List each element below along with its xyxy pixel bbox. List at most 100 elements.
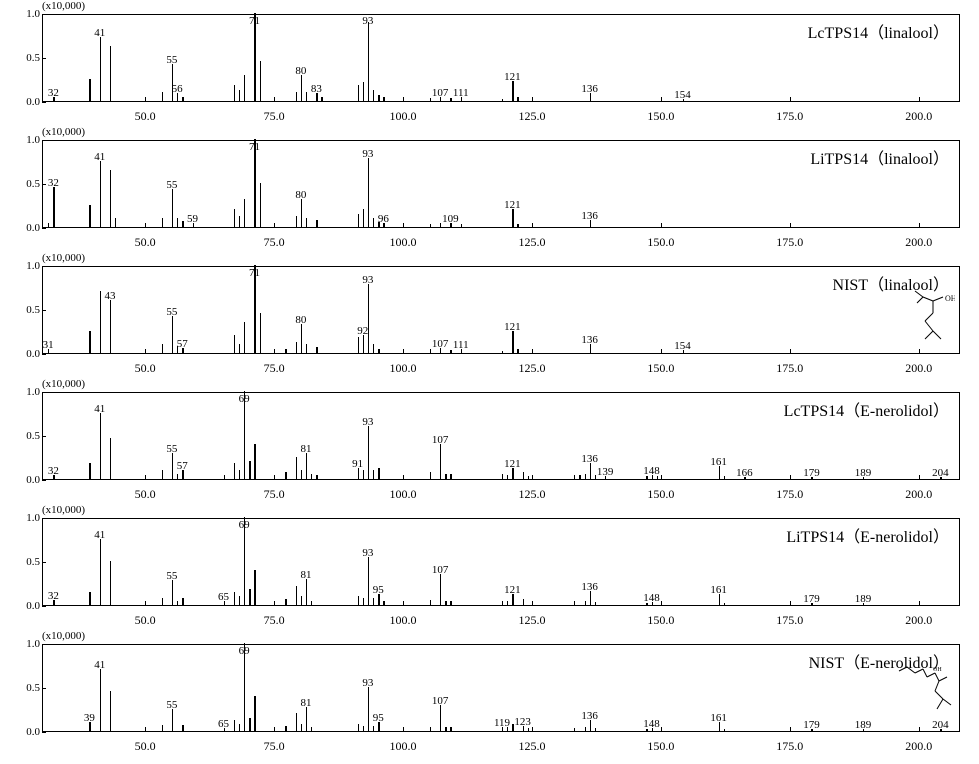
spectrum-peak — [100, 413, 101, 479]
x-tick-label: 100.0 — [390, 487, 417, 502]
x-tick-label: 50.0 — [135, 487, 156, 502]
peak-label: 65 — [218, 718, 229, 730]
y-scale-label: (x10,000) — [42, 252, 85, 264]
peak-label: 123 — [514, 716, 531, 728]
peak-label: 81 — [301, 569, 312, 581]
spectrum-peak — [363, 335, 364, 353]
plot-area: LiTPS14（E-nerolidol）32415565698193951071… — [42, 518, 960, 606]
spectrum-peak — [502, 99, 503, 101]
spectrum-peak — [383, 97, 384, 101]
spectrum-peak — [239, 90, 240, 101]
nerolidol-structure-icon: OH — [893, 665, 955, 725]
spectrum-peak — [368, 284, 369, 353]
spectrum-peak — [182, 598, 183, 605]
spectrum-peak — [358, 85, 359, 101]
peak-label: 161 — [710, 456, 727, 468]
y-tick-label: 1.0 — [6, 386, 40, 398]
spectrum-peak — [363, 726, 364, 731]
spectrum-peak — [234, 720, 235, 731]
x-tick-label: 100.0 — [390, 235, 417, 250]
peak-label: 107 — [432, 564, 449, 576]
peak-label: 55 — [166, 54, 177, 66]
spectrum-peak — [657, 476, 658, 479]
spectrum-peak — [89, 592, 90, 605]
spectrum-panel: (x10,000)LiTPS14（E-nerolidol）32415565698… — [6, 508, 966, 628]
spectrum-peak — [172, 709, 173, 731]
peak-label: 93 — [362, 416, 373, 428]
spectrum-peak — [502, 474, 503, 479]
peak-label: 109 — [442, 213, 459, 225]
peak-label: 121 — [504, 458, 521, 470]
spectrum-peak — [115, 218, 116, 227]
spectrum-peak — [321, 97, 322, 101]
spectrum-peak — [585, 727, 586, 731]
peak-label: 83 — [311, 83, 322, 95]
spectrum-peak — [574, 728, 575, 731]
spectrum-peak — [528, 476, 529, 479]
y-scale-label: (x10,000) — [42, 630, 85, 642]
y-scale-label: (x10,000) — [42, 504, 85, 516]
y-tick-label: 0.5 — [6, 178, 40, 190]
spectrum-panel: (x10,000)NIST（E-nerolidol）OH394155656981… — [6, 634, 966, 754]
y-scale-label: (x10,000) — [42, 378, 85, 390]
peak-label: 139 — [597, 466, 614, 478]
peak-label: 71 — [249, 267, 260, 279]
svg-text:OH: OH — [933, 667, 942, 673]
peak-label: 93 — [362, 677, 373, 689]
peak-label: 65 — [218, 591, 229, 603]
spectrum-peak — [507, 601, 508, 605]
spectrum-peak — [358, 214, 359, 227]
spectrum-peak — [296, 457, 297, 479]
peak-label: 43 — [105, 290, 116, 302]
x-tick-label: 50.0 — [135, 739, 156, 754]
spectrum-peak — [316, 475, 317, 479]
peak-label: 55 — [166, 699, 177, 711]
spectrum-peak — [445, 474, 446, 479]
peak-label: 93 — [362, 274, 373, 286]
spectrum-peak — [296, 713, 297, 731]
x-tick-label: 125.0 — [518, 109, 545, 124]
spectrum-peak — [574, 475, 575, 479]
spectrum-peak — [110, 438, 111, 479]
x-tick-label: 150.0 — [647, 361, 674, 376]
peak-label: 121 — [504, 71, 521, 83]
plot-area: NIST（E-nerolidol）OH394155656981939510711… — [42, 644, 960, 732]
y-tick-label: 0.0 — [6, 726, 40, 738]
x-tick-label: 50.0 — [135, 361, 156, 376]
spectrum-peak — [285, 726, 286, 731]
spectrum-peak — [234, 592, 235, 605]
x-tick-label: 100.0 — [390, 739, 417, 754]
spectrum-panel: (x10,000)NIST（linalool）OH314355577180929… — [6, 256, 966, 376]
spectrum-peak — [260, 61, 261, 101]
spectrum-peak — [285, 349, 286, 353]
spectrum-peak — [301, 470, 302, 479]
spectrum-peak — [110, 46, 111, 101]
spectrum-panel: (x10,000)LcTPS14（linalool）32415556718083… — [6, 4, 966, 124]
spectrum-peak — [100, 37, 101, 101]
spectrum-peak — [450, 601, 451, 605]
spectrum-peak — [517, 349, 518, 353]
peak-label: 55 — [166, 306, 177, 318]
spectrum-peak — [172, 580, 173, 605]
x-tick-label: 100.0 — [390, 613, 417, 628]
peak-label: 107 — [432, 695, 449, 707]
peak-label: 81 — [301, 443, 312, 455]
spectrum-peak — [373, 726, 374, 731]
y-tick-label: 1.0 — [6, 8, 40, 20]
spectrum-peak — [430, 349, 431, 353]
peak-label: 41 — [94, 403, 105, 415]
spectrum-peak — [440, 444, 441, 479]
x-tick-label: 75.0 — [264, 739, 285, 754]
spectrum-peak — [224, 475, 225, 479]
spectrum-peak — [574, 601, 575, 605]
spectrum-peak — [110, 170, 111, 227]
x-tick-label: 150.0 — [647, 613, 674, 628]
peak-label: 111 — [453, 87, 469, 99]
spectrum-peak — [239, 216, 240, 227]
peak-label: 41 — [94, 151, 105, 163]
spectrum-peak — [363, 209, 364, 227]
mass-spectra-figure: (x10,000)LcTPS14（linalool）32415556718083… — [0, 0, 979, 764]
x-tick-label: 50.0 — [135, 109, 156, 124]
peak-label: 136 — [581, 210, 598, 222]
peak-label: 166 — [736, 467, 753, 479]
